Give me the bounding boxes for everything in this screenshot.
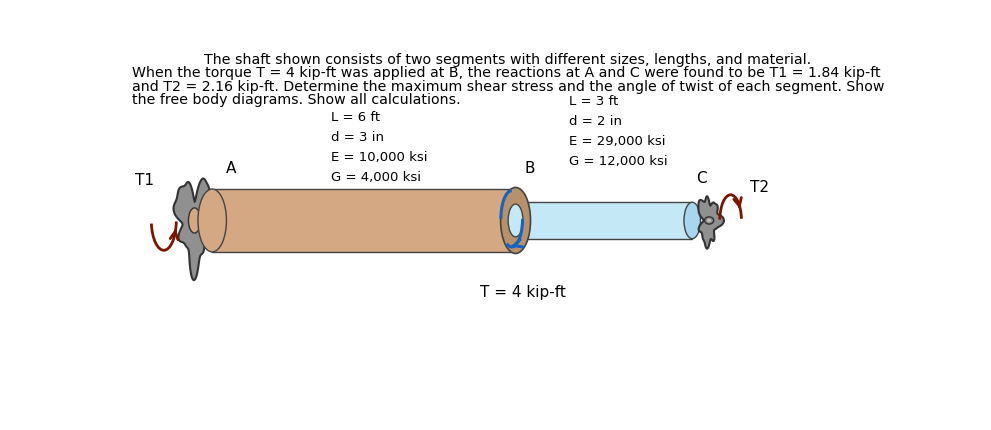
Text: C: C	[696, 171, 707, 186]
Text: T1: T1	[135, 173, 155, 188]
Ellipse shape	[705, 217, 714, 224]
Ellipse shape	[684, 202, 701, 239]
Text: L = 6 ft
d = 3 in
E = 10,000 ksi
G = 4,000 ksi: L = 6 ft d = 3 in E = 10,000 ksi G = 4,0…	[331, 111, 428, 184]
Text: and T2 = 2.16 kip-ft. Determine the maximum shear stress and the angle of twist : and T2 = 2.16 kip-ft. Determine the maxi…	[132, 80, 884, 94]
Bar	[515, 202, 692, 239]
Ellipse shape	[707, 218, 712, 222]
Ellipse shape	[198, 189, 227, 252]
Text: T2: T2	[749, 180, 769, 195]
Text: The shaft shown consists of two segments with different sizes, lengths, and mate: The shaft shown consists of two segments…	[204, 53, 812, 67]
Ellipse shape	[188, 208, 200, 233]
Polygon shape	[173, 178, 217, 280]
Bar	[212, 189, 515, 252]
Text: the free body diagrams. Show all calculations.: the free body diagrams. Show all calcula…	[132, 93, 460, 107]
Text: L = 3 ft
d = 2 in
E = 29,000 ksi
G = 12,000 ksi: L = 3 ft d = 2 in E = 29,000 ksi G = 12,…	[569, 95, 668, 168]
Ellipse shape	[500, 187, 530, 254]
Text: A: A	[226, 161, 237, 176]
Text: When the torque T = 4 kip-ft was applied at B, the reactions at A and C were fou: When the torque T = 4 kip-ft was applied…	[132, 67, 880, 80]
Text: T = 4 kip-ft: T = 4 kip-ft	[481, 285, 566, 300]
Ellipse shape	[501, 189, 530, 252]
Ellipse shape	[508, 204, 523, 237]
Text: B: B	[525, 161, 535, 176]
Polygon shape	[699, 196, 723, 249]
